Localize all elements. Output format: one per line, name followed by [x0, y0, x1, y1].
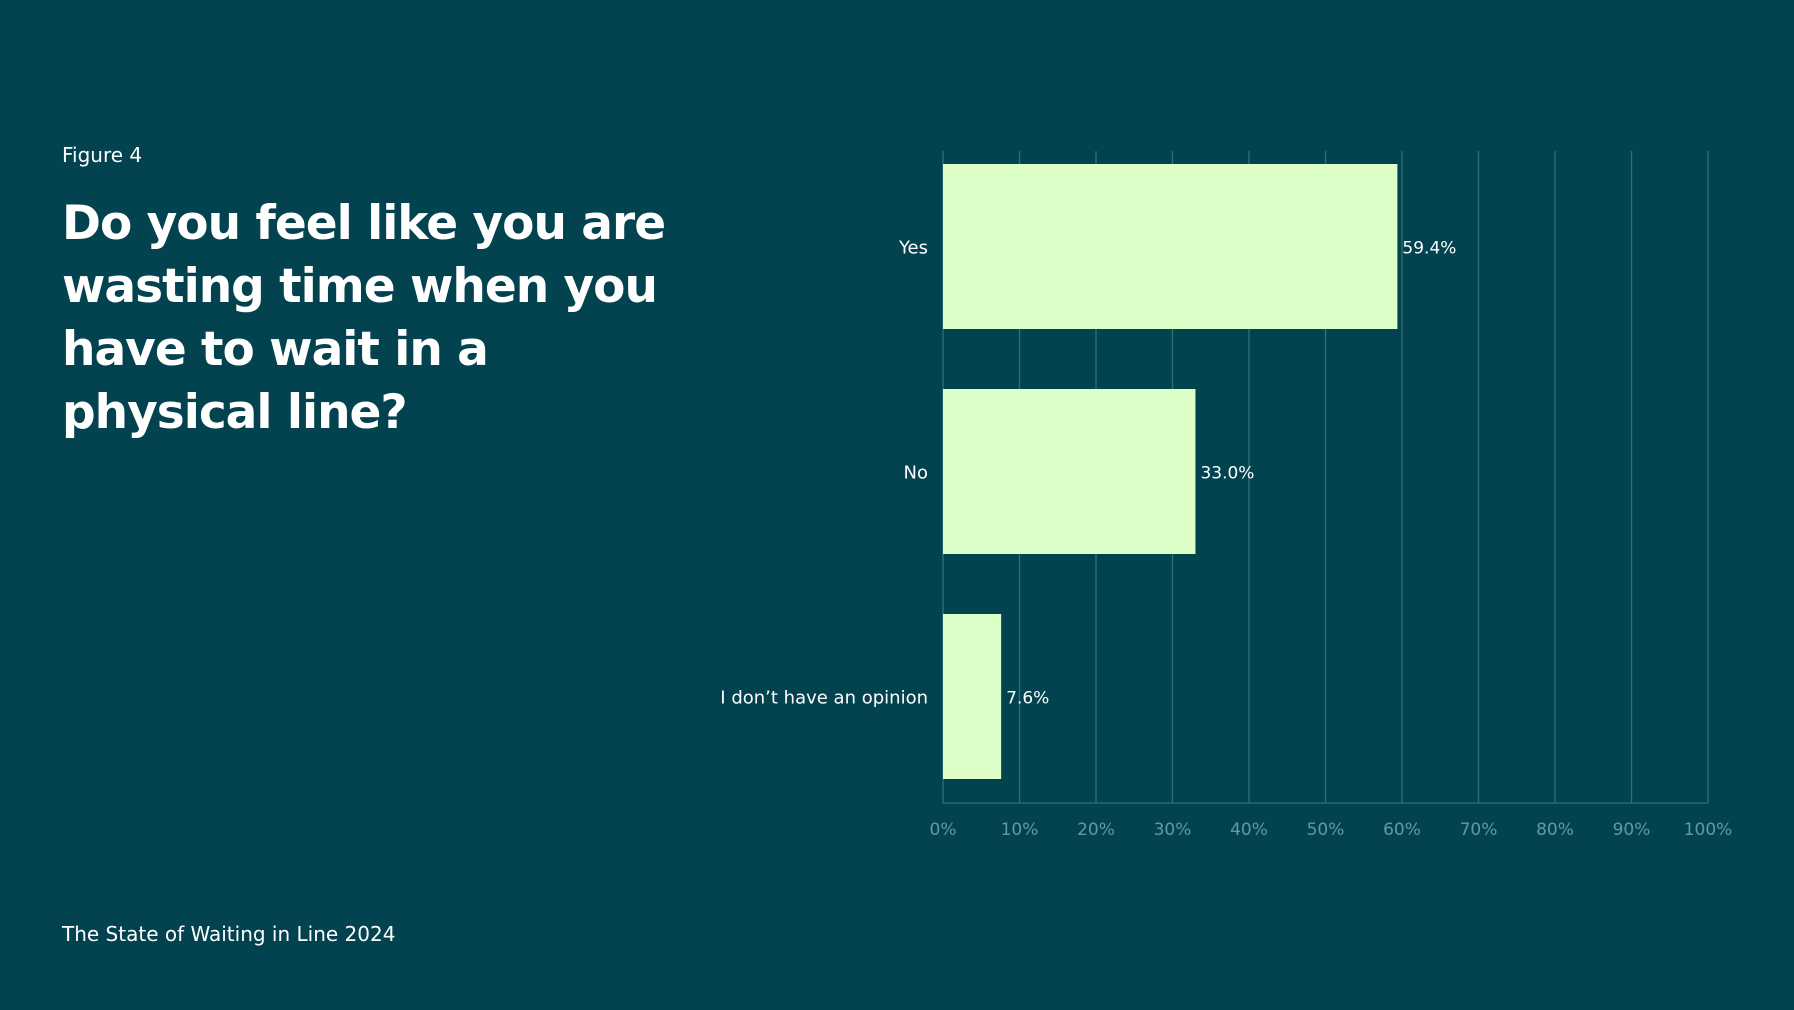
data-label: 7.6%	[1006, 689, 1049, 709]
bar	[943, 389, 1196, 554]
category-label: I don’t have an opinion	[720, 688, 928, 709]
x-tick-label: 50%	[1307, 820, 1345, 840]
x-tick-label: 0%	[930, 820, 957, 840]
x-tick-label: 60%	[1383, 820, 1421, 840]
figure-label: Figure 4	[62, 143, 143, 167]
x-tick-label: 10%	[1001, 820, 1039, 840]
x-tick-label: 30%	[1154, 820, 1192, 840]
x-tick-label: 20%	[1077, 820, 1115, 840]
x-tick-label: 40%	[1230, 820, 1268, 840]
bar	[943, 614, 1002, 779]
x-tick-label: 90%	[1613, 820, 1651, 840]
category-label: Yes	[898, 238, 928, 259]
x-tick-label: 70%	[1460, 820, 1498, 840]
bar	[943, 164, 1398, 329]
x-tick-label: 80%	[1536, 820, 1574, 840]
data-label: 33.0%	[1200, 464, 1254, 484]
data-label: 59.4%	[1402, 239, 1456, 259]
report-footer: The State of Waiting in Line 2024	[62, 922, 396, 946]
chart-question-title: Do you feel like you are wasting time wh…	[62, 196, 666, 440]
labels: 0% 10% 20% 30% 40% 50% 60% 70% 80% 90% 100% Yes 59.4…	[720, 238, 1732, 841]
category-label: No	[904, 463, 928, 484]
x-tick-label: 100%	[1684, 820, 1733, 840]
bars	[943, 164, 1398, 779]
